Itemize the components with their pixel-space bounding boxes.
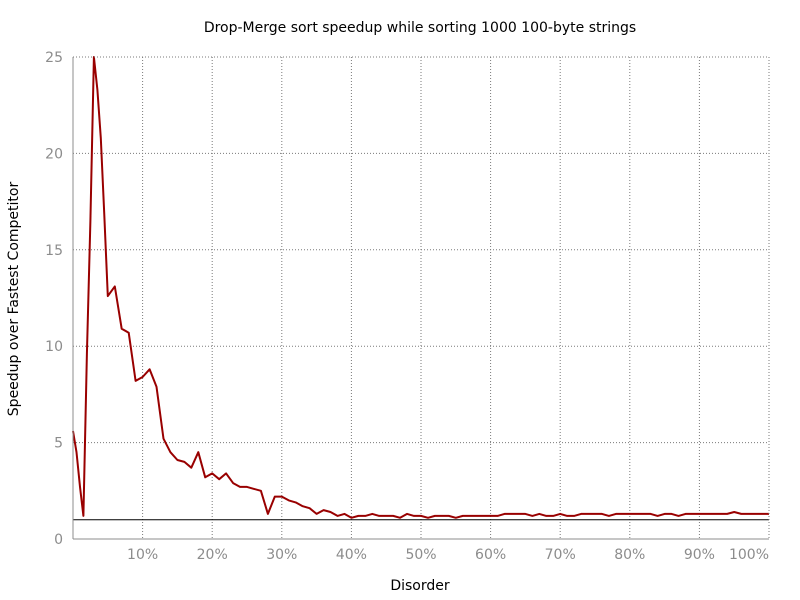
x-axis-title: Disorder bbox=[390, 578, 450, 594]
y-tick-label: 25 bbox=[45, 50, 63, 66]
y-tick-labels: 0 5 10 15 20 25 bbox=[45, 50, 63, 548]
y-tick-label: 20 bbox=[45, 146, 63, 162]
y-axis-title: Speedup over Fastest Competitor bbox=[6, 182, 22, 417]
x-tick-label: 10% bbox=[127, 547, 158, 563]
y-tick-label: 0 bbox=[54, 532, 63, 548]
x-tick-label: 100% bbox=[729, 547, 769, 563]
grid bbox=[73, 57, 769, 539]
y-tick-label: 5 bbox=[54, 436, 63, 452]
x-tick-label: 20% bbox=[197, 547, 228, 563]
x-tick-label: 70% bbox=[545, 547, 576, 563]
x-tick-label: 40% bbox=[336, 547, 367, 563]
x-tick-labels: 10% 20% 30% 40% 50% 60% 70% 80% 90% 100% bbox=[127, 547, 769, 563]
chart-title: Drop-Merge sort speedup while sorting 10… bbox=[204, 20, 636, 36]
x-tick-label: 80% bbox=[614, 547, 645, 563]
x-tick-label: 50% bbox=[405, 547, 436, 563]
x-tick-label: 30% bbox=[266, 547, 297, 563]
x-tick-label: 90% bbox=[684, 547, 715, 563]
x-tick-label: 60% bbox=[475, 547, 506, 563]
y-tick-label: 15 bbox=[45, 243, 63, 259]
series-line bbox=[72, 56, 769, 519]
plot-frame bbox=[72, 56, 770, 540]
y-tick-label: 10 bbox=[45, 339, 63, 355]
series-group bbox=[72, 56, 769, 519]
